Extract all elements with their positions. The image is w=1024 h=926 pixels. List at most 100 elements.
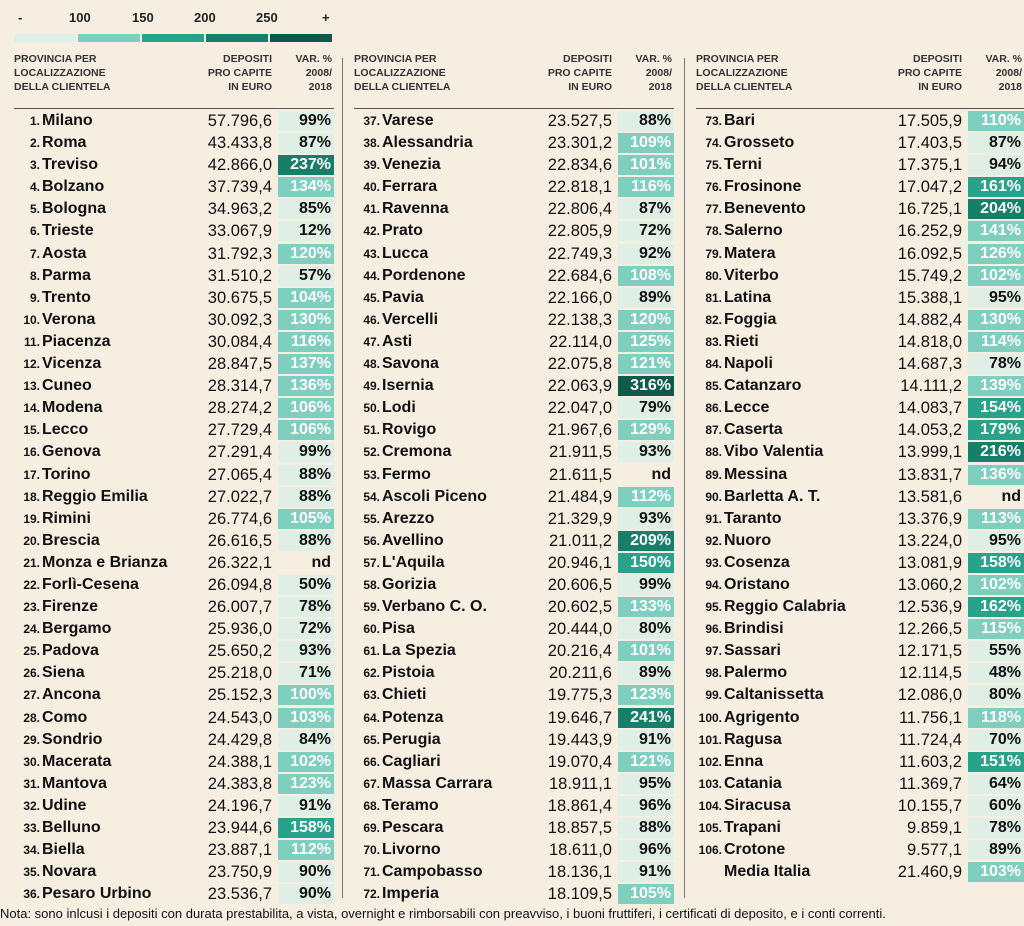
row-province: Caltanissetta — [724, 686, 824, 704]
row-deposits: 14.818,0 — [897, 332, 962, 351]
row-rank: 19. — [23, 511, 40, 526]
row-province: Cosenza — [724, 553, 790, 571]
table-row: 45. Pavia 22.166,0 89% — [354, 287, 674, 309]
row-rank: 76. — [705, 180, 722, 195]
row-province: Firenze — [42, 598, 99, 616]
row-variation-badge: 93% — [618, 442, 674, 463]
row-rank: 66. — [363, 754, 380, 769]
row-deposits: 25.218,0 — [207, 664, 272, 683]
table-row: 94. Oristano 13.060,2 102% — [696, 574, 1024, 596]
row-deposits: 20.444,0 — [547, 620, 612, 639]
header-deposits-line: IN EURO — [568, 81, 612, 93]
row-variation-badge: 102% — [278, 751, 334, 772]
row-variation-badge: 120% — [278, 243, 334, 264]
row-deposits: 13.060,2 — [897, 575, 962, 594]
row-variation-badge: 50% — [278, 574, 334, 595]
row-rank: 74. — [705, 136, 722, 151]
row-deposits: 28.274,2 — [207, 399, 272, 418]
row-rank: 81. — [705, 290, 722, 305]
row-province: Verbano C. O. — [382, 598, 487, 616]
row-province: L'Aquila — [382, 553, 445, 571]
row-rank: 43. — [363, 246, 380, 261]
table-row: 18. Reggio Emilia 27.022,7 88% — [14, 486, 334, 508]
row-province: Udine — [42, 796, 87, 814]
table-row: 64. Potenza 19.646,7 241% — [354, 707, 674, 729]
table-row: 41. Ravenna 22.806,4 87% — [354, 198, 674, 220]
row-variation-badge: 88% — [618, 111, 674, 131]
row-province: Trieste — [42, 222, 94, 240]
row-rank: 54. — [363, 489, 380, 504]
row-variation-badge: 93% — [278, 641, 334, 662]
row-variation-badge: 216% — [968, 442, 1024, 463]
table-row: 29. Sondrio 24.429,8 84% — [14, 729, 334, 751]
table-row: 16. Genova 27.291,4 99% — [14, 441, 334, 463]
row-deposits: 26.094,8 — [207, 575, 272, 594]
row-deposits: 24.429,8 — [207, 730, 272, 749]
row-variation-badge: 118% — [968, 707, 1024, 728]
row-deposits: 27.065,4 — [207, 465, 272, 484]
row-deposits: 13.081,9 — [897, 553, 962, 572]
row-deposits: 12.536,9 — [897, 598, 962, 617]
row-rank: 17. — [23, 467, 40, 482]
row-deposits: 19.070,4 — [547, 752, 612, 771]
table-row: 81. Latina 15.388,1 95% — [696, 287, 1024, 309]
table-row: 20. Brescia 26.616,5 88% — [14, 530, 334, 552]
row-deposits: 23.944,6 — [207, 819, 272, 837]
row-province: Pisa — [382, 620, 415, 638]
table-row: 88. Vibo Valentia 13.999,1 216% — [696, 441, 1024, 463]
table-row: 60. Pisa 20.444,0 80% — [354, 618, 674, 640]
row-rank: 32. — [23, 798, 40, 813]
row-province: Trento — [42, 288, 91, 306]
table-row: 37. Varese 23.527,5 88% — [354, 110, 674, 132]
row-deposits: 37.739,4 — [207, 178, 272, 197]
row-province: Treviso — [42, 156, 99, 174]
legend-swatch-2 — [78, 34, 140, 42]
row-variation-badge: 115% — [968, 619, 1024, 640]
row-province: Crotone — [724, 841, 786, 859]
row-variation-badge: 80% — [968, 685, 1024, 706]
row-variation-badge: 91% — [618, 729, 674, 750]
header-deposits: DEPOSITI PRO CAPITE IN EURO — [548, 52, 612, 94]
table-row: 5. Bologna 34.963,2 85% — [14, 198, 334, 220]
row-deposits: 31.792,3 — [207, 244, 272, 263]
row-rank: 87. — [705, 423, 722, 438]
row-variation-badge: 139% — [968, 376, 1024, 397]
row-province: Macerata — [42, 752, 112, 770]
table-row: 92. Nuoro 13.224,0 95% — [696, 530, 1024, 552]
header-deposits-line: IN EURO — [228, 81, 272, 93]
row-deposits: 22.166,0 — [547, 288, 612, 307]
table-row: 82. Foggia 14.882,4 130% — [696, 309, 1024, 331]
row-deposits: 22.805,9 — [547, 222, 612, 241]
table-row: 57. L'Aquila 20.946,1 150% — [354, 552, 674, 574]
row-province: Sondrio — [42, 730, 103, 748]
table-row: 42. Prato 22.805,9 72% — [354, 220, 674, 242]
table-row: 90. Barletta A. T. 13.581,6 nd — [696, 486, 1024, 508]
row-province: Mantova — [42, 774, 107, 792]
row-deposits: 20.216,4 — [547, 642, 612, 661]
table-row: 13. Cuneo 28.314,7 136% — [14, 375, 334, 397]
row-province: Rovigo — [382, 421, 437, 439]
row-province: Enna — [724, 752, 764, 770]
row-province: Brindisi — [724, 620, 784, 638]
row-province: Palermo — [724, 664, 788, 682]
row-variation-badge: 103% — [278, 707, 334, 728]
row-rank: 45. — [363, 290, 380, 305]
row-deposits: 33.067,9 — [207, 222, 272, 241]
row-deposits: 11.756,1 — [898, 708, 962, 727]
row-variation-badge: 161% — [968, 177, 1024, 198]
color-legend: - 100 150 200 250 + — [14, 6, 334, 42]
row-province: Vicenza — [42, 355, 102, 373]
row-deposits: 31.510,2 — [207, 266, 272, 285]
table-row: 58. Gorizia 20.606,5 99% — [354, 574, 674, 596]
row-variation-badge: 96% — [618, 795, 674, 816]
row-deposits: 34.963,2 — [207, 200, 272, 219]
row-deposits: 18.611,0 — [548, 841, 612, 860]
row-rank: 10. — [23, 312, 40, 327]
row-variation-badge: 101% — [618, 155, 674, 176]
table-row: 7. Aosta 31.792,3 120% — [14, 243, 334, 265]
row-rank: 96. — [705, 622, 722, 637]
row-province: Monza e Brianza — [42, 553, 168, 571]
row-province: Ferrara — [382, 178, 438, 196]
row-province: Isernia — [382, 377, 434, 395]
table-row: 36. Pesaro Urbino 23.536,7 90% — [14, 883, 334, 905]
